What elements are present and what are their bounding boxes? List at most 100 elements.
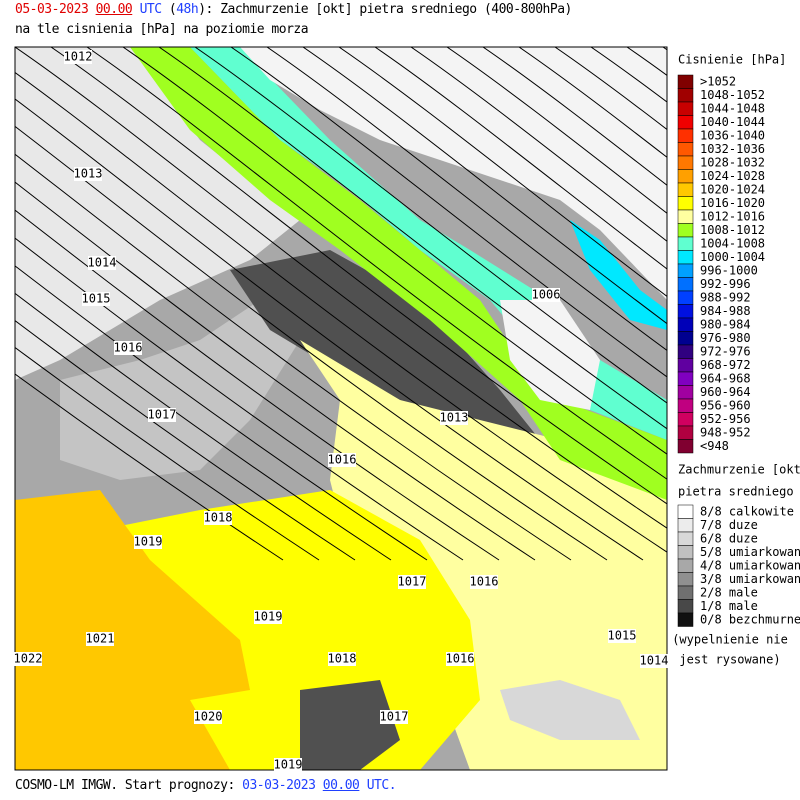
legend-swatch xyxy=(677,398,694,413)
isobar-label: 1019 xyxy=(274,758,303,772)
isobar-label-bg xyxy=(608,629,636,643)
isobar xyxy=(446,47,667,214)
isobar xyxy=(15,71,667,553)
legend-label: 984-988 xyxy=(700,304,751,318)
start-hour: 00.00 xyxy=(322,778,360,793)
legend-swatch xyxy=(677,223,694,238)
isobar-label: 1017 xyxy=(398,575,427,589)
isobar-label-bg xyxy=(82,292,110,306)
isobar-label-bg xyxy=(114,341,142,355)
legend-label: 1/8 male xyxy=(700,599,758,613)
legend-label: 6/8 duze xyxy=(700,532,758,546)
isobar xyxy=(230,47,667,378)
isobar-label-bg xyxy=(134,535,162,549)
isobar xyxy=(86,47,667,480)
legend-label: 956-960 xyxy=(700,399,751,413)
cloud-legend-title: Zachmurzenie [okt] xyxy=(678,463,800,477)
white-cloud-ne xyxy=(240,47,667,300)
isobar-label-bg xyxy=(470,575,498,589)
isobar xyxy=(194,47,667,404)
isobar-label: 1013 xyxy=(440,411,469,425)
legend-swatch xyxy=(677,518,694,533)
isobar-label-bg xyxy=(86,632,114,646)
legend-label: 1044-1048 xyxy=(700,102,765,116)
legend-label: 1036-1040 xyxy=(700,129,765,143)
isobar-labels: 1012101310141015101610171016101810191021… xyxy=(14,50,668,772)
legend-label: 1016-1020 xyxy=(700,196,765,210)
isobar-label-bg xyxy=(398,575,426,589)
legend-label: 7/8 duze xyxy=(700,518,758,532)
legend-label: 1012-1016 xyxy=(700,210,765,224)
legend-swatch xyxy=(677,599,694,614)
legend-swatch xyxy=(677,182,694,197)
legend-swatch xyxy=(677,317,694,332)
isobar xyxy=(771,47,800,560)
legend-label: 1020-1024 xyxy=(700,183,765,197)
legend-swatch xyxy=(677,142,694,157)
legend-label: 1024-1028 xyxy=(700,169,765,183)
legend-label: 972-976 xyxy=(700,345,751,359)
footer-text: COSMO-LM IMGW. Start prognozy: xyxy=(15,778,235,793)
blue-band xyxy=(570,220,667,330)
isobar-label-bg xyxy=(148,408,176,422)
legend-label: 988-992 xyxy=(700,291,751,305)
isobar-label-bg xyxy=(74,167,102,181)
isobar xyxy=(266,47,667,352)
legend-label: 960-964 xyxy=(700,385,751,399)
legend-swatch xyxy=(677,412,694,427)
isobar xyxy=(15,346,320,561)
legend-label: 1008-1012 xyxy=(700,223,765,237)
isobar-label: 1006 xyxy=(532,288,561,302)
isobar xyxy=(15,153,572,561)
footer: COSMO-LM IMGW. Start prognozy: 03-03-202… xyxy=(15,778,397,793)
isobar-label-bg xyxy=(380,710,408,724)
legend-label: 1000-1004 xyxy=(700,250,765,264)
legend-label: 968-972 xyxy=(700,358,751,372)
legend-label: >1052 xyxy=(700,75,736,89)
legend-swatch xyxy=(677,155,694,170)
legend-swatch xyxy=(677,196,694,211)
isobar-label: 1017 xyxy=(380,710,409,724)
legend-label: 1040-1044 xyxy=(700,115,765,129)
legend-swatch xyxy=(677,358,694,373)
cloud-south xyxy=(500,680,640,740)
isobar-lines xyxy=(15,47,800,561)
legend-swatch xyxy=(677,344,694,359)
legend-swatch xyxy=(677,572,694,587)
isobar-label: 1017 xyxy=(148,408,177,422)
isobar xyxy=(410,47,667,242)
isobar-label: 1018 xyxy=(328,652,357,666)
isobar xyxy=(15,373,284,561)
start-date: 03-03-2023 xyxy=(242,778,316,793)
hour: 00.00 xyxy=(95,2,133,17)
isobar xyxy=(518,47,667,158)
pressure-legend-title: Cisnienie [hPa] xyxy=(678,53,786,67)
isobar-label: 1016 xyxy=(446,652,475,666)
isobar-label-bg xyxy=(640,654,668,668)
isobar-label: 1020 xyxy=(194,710,223,724)
legend-swatch xyxy=(677,250,694,265)
legend-swatch xyxy=(677,612,694,627)
isobar xyxy=(15,125,608,561)
isobar xyxy=(338,47,667,298)
legend-swatch xyxy=(677,504,694,519)
isobar-label-bg xyxy=(14,652,42,666)
legend-swatch xyxy=(677,277,694,292)
legend-swatch xyxy=(677,88,694,103)
legend-swatch xyxy=(677,128,694,143)
legend-label: 4/8 umiarkowane xyxy=(700,559,800,573)
legend-label: 992-996 xyxy=(700,277,751,291)
legend: Cisnienie [hPa]>10521048-10521044-104810… xyxy=(672,53,800,667)
isobar xyxy=(15,181,536,561)
legend-swatch xyxy=(677,304,694,319)
lead-time: 48h xyxy=(176,2,199,17)
isobar-label: 1016 xyxy=(470,575,499,589)
isobar-label: 1016 xyxy=(114,341,143,355)
isobar xyxy=(15,209,500,561)
legend-swatch xyxy=(677,385,694,400)
orange xyxy=(15,490,250,770)
isobar xyxy=(122,47,667,455)
legend-swatch xyxy=(677,425,694,440)
legend-label: 3/8 umiarkowane xyxy=(700,572,800,586)
